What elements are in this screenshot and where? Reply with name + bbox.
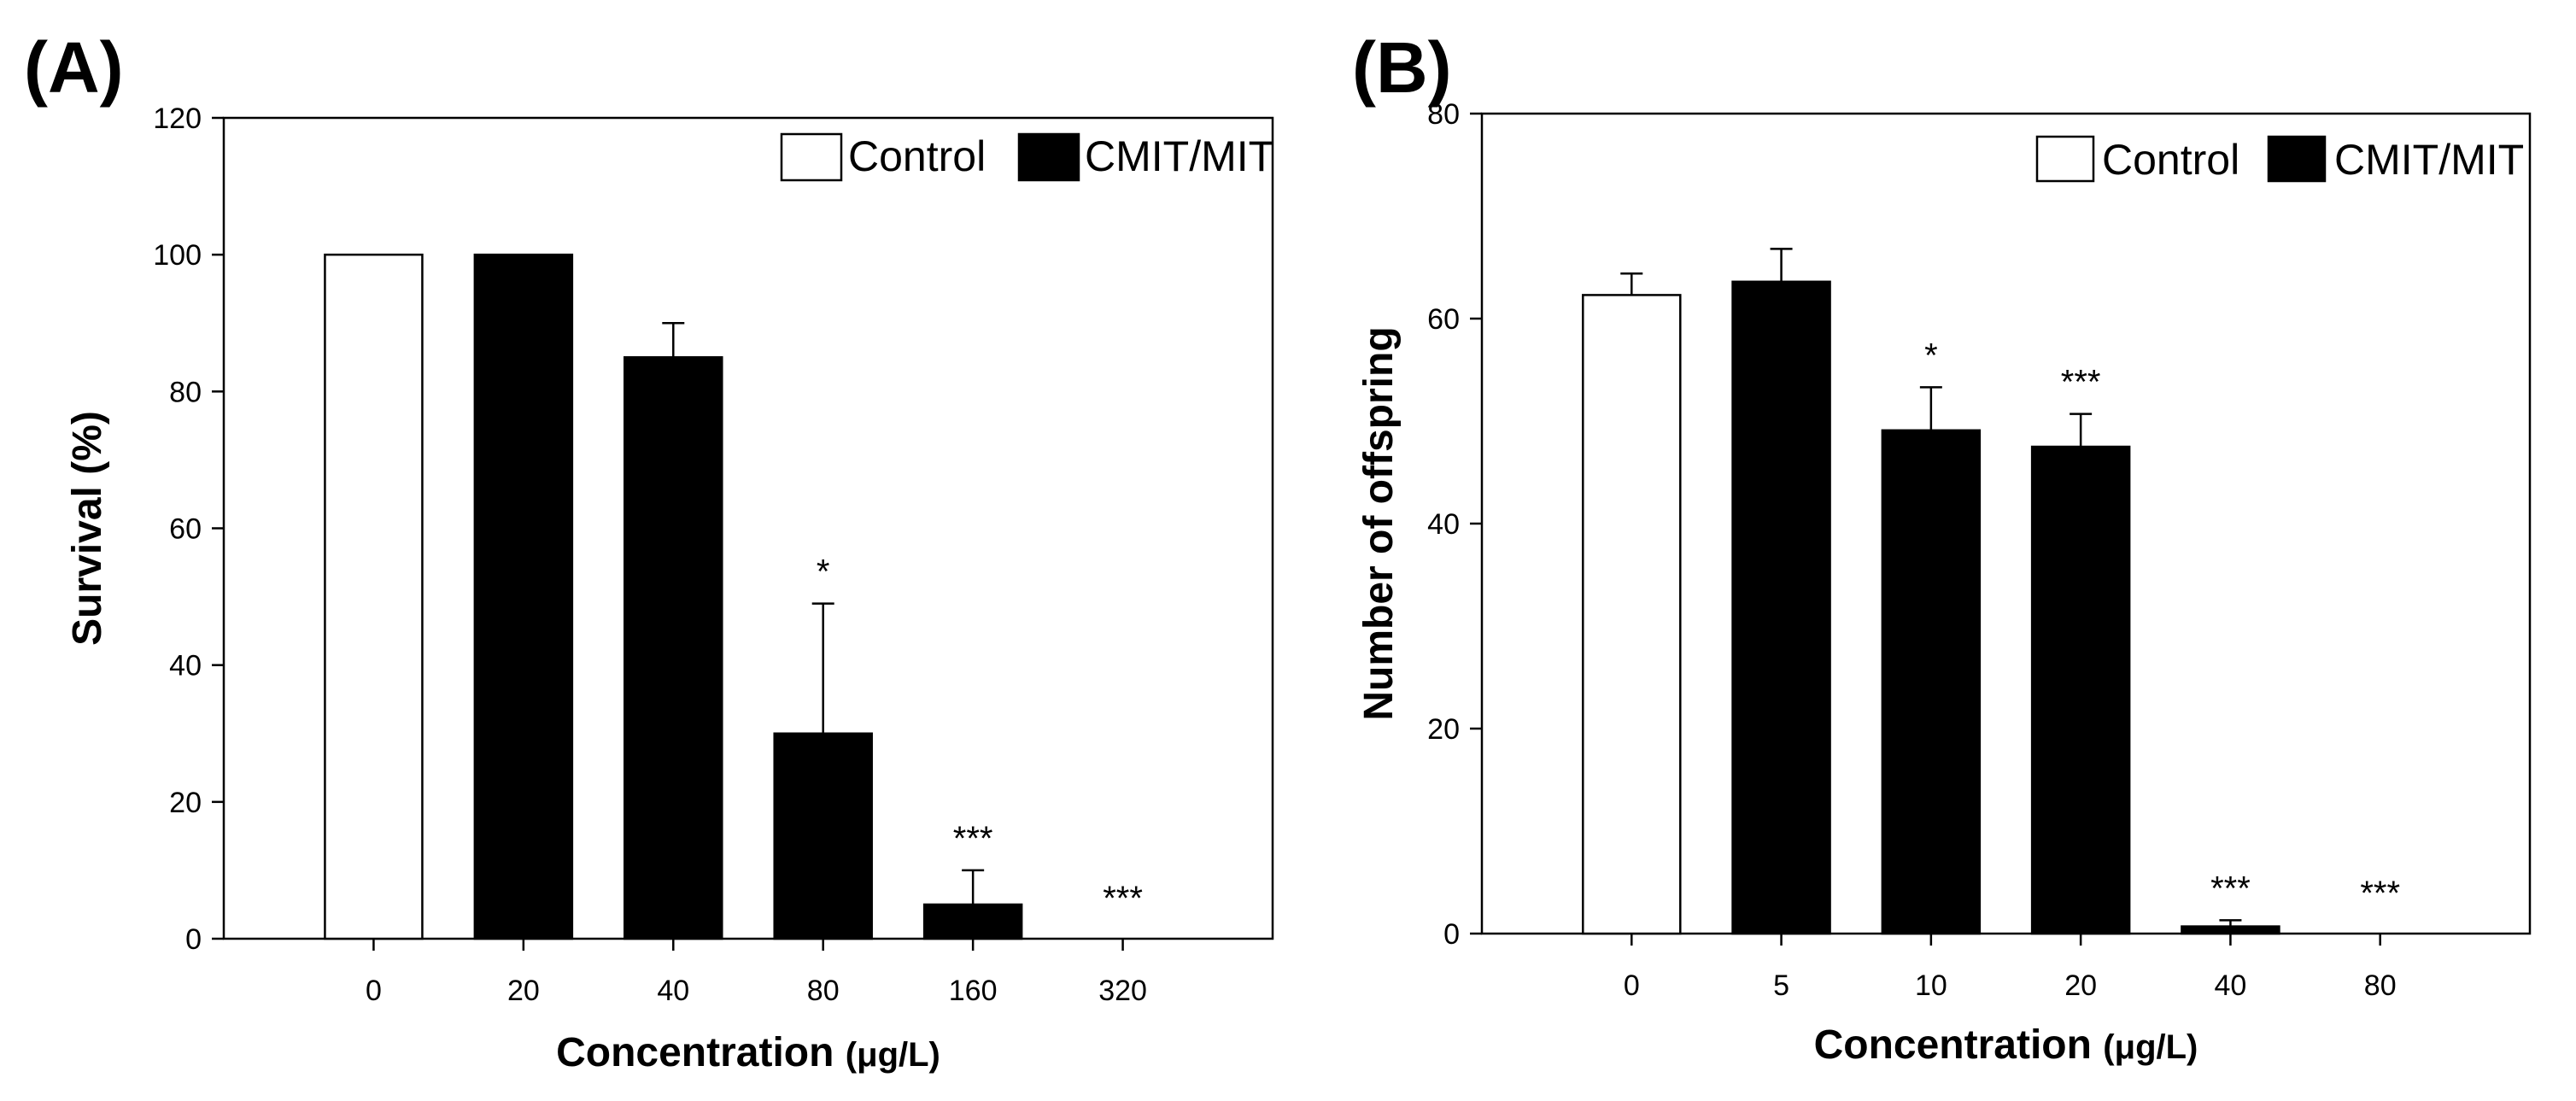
bar-control	[324, 253, 424, 940]
legend-swatch-cmit-mit	[1017, 132, 1080, 182]
legend-label-cmit-mit: CMIT/MIT	[2334, 136, 2524, 184]
x-tick-label: 0	[1624, 969, 1640, 1002]
y-axis-title: Survival (%)	[65, 411, 110, 646]
legend-label-control: Control	[2102, 136, 2239, 184]
x-tick-label: 160	[949, 975, 998, 1007]
panel-label: (B)	[1352, 27, 1452, 108]
bar-cmit-mit	[1881, 429, 1982, 935]
legend-swatch-control	[780, 132, 843, 182]
bar-cmit-mit	[624, 356, 723, 940]
bar-control	[1582, 294, 1682, 935]
bar-cmit-mit	[2030, 445, 2131, 935]
x-axis-title: Concentration (μg/L)	[1814, 1022, 2198, 1068]
significance-marker: ***	[1103, 880, 1143, 917]
legend-label-control: Control	[848, 132, 986, 180]
x-tick-label: 20	[2064, 969, 2097, 1002]
y-tick-label: 0	[1443, 918, 1460, 951]
legend-swatch-control	[2035, 135, 2095, 183]
bar-cmit-mit	[1731, 280, 1831, 935]
bar-cmit-mit	[2181, 925, 2280, 935]
bar-cmit-mit	[922, 903, 1023, 940]
significance-marker: *	[817, 553, 830, 591]
significance-marker: ***	[2061, 364, 2101, 401]
x-tick-label: 0	[366, 975, 382, 1007]
y-tick-label: 20	[1427, 713, 1460, 746]
y-tick-label: 100	[153, 239, 202, 272]
y-tick-label: 40	[169, 650, 202, 682]
significance-marker: ***	[953, 820, 993, 858]
significance-marker: ***	[2210, 870, 2251, 907]
y-axis-title: Number of offspring	[1356, 326, 1402, 720]
x-tick-label: 10	[1915, 969, 1947, 1002]
significance-marker: ***	[2360, 875, 2400, 912]
significance-marker: *	[1924, 337, 1938, 374]
legend-swatch-cmit-mit	[2267, 135, 2327, 183]
legend-label-cmit-mit: CMIT/MIT	[1085, 132, 1274, 180]
x-tick-label: 320	[1098, 975, 1147, 1007]
x-tick-label: 20	[507, 975, 540, 1007]
y-tick-label: 80	[1427, 98, 1460, 131]
y-tick-label: 20	[169, 787, 202, 819]
y-tick-label: 60	[1427, 303, 1460, 336]
bar-cmit-mit	[773, 732, 873, 940]
y-tick-label: 120	[153, 102, 202, 135]
panel-label: (A)	[24, 27, 124, 108]
x-axis-title: Concentration (μg/L)	[556, 1030, 940, 1075]
x-tick-label: 5	[1773, 969, 1789, 1002]
x-axis-unit: (μg/L)	[2103, 1028, 2198, 1066]
y-tick-label: 80	[169, 376, 202, 408]
y-tick-label: 40	[1427, 508, 1460, 541]
x-axis-unit: (μg/L)	[846, 1036, 940, 1074]
x-tick-label: 40	[657, 975, 689, 1007]
panel-b: (B) 0 20 40 60 80 0 5 10 * 20 *** 40 *** 80 *** Control C…	[1352, 27, 2532, 1068]
x-tick-label: 40	[2215, 969, 2247, 1002]
y-tick-label: 60	[169, 513, 202, 546]
x-tick-label: 80	[2364, 969, 2397, 1002]
bar-cmit-mit	[473, 253, 574, 940]
x-tick-label: 80	[807, 975, 840, 1007]
y-tick-label: 0	[185, 923, 202, 956]
panel-a: (A) 0 20 40 60 80 100 120 0 20 40 80 * 160 *** 320 *** Co…	[24, 27, 1274, 1075]
